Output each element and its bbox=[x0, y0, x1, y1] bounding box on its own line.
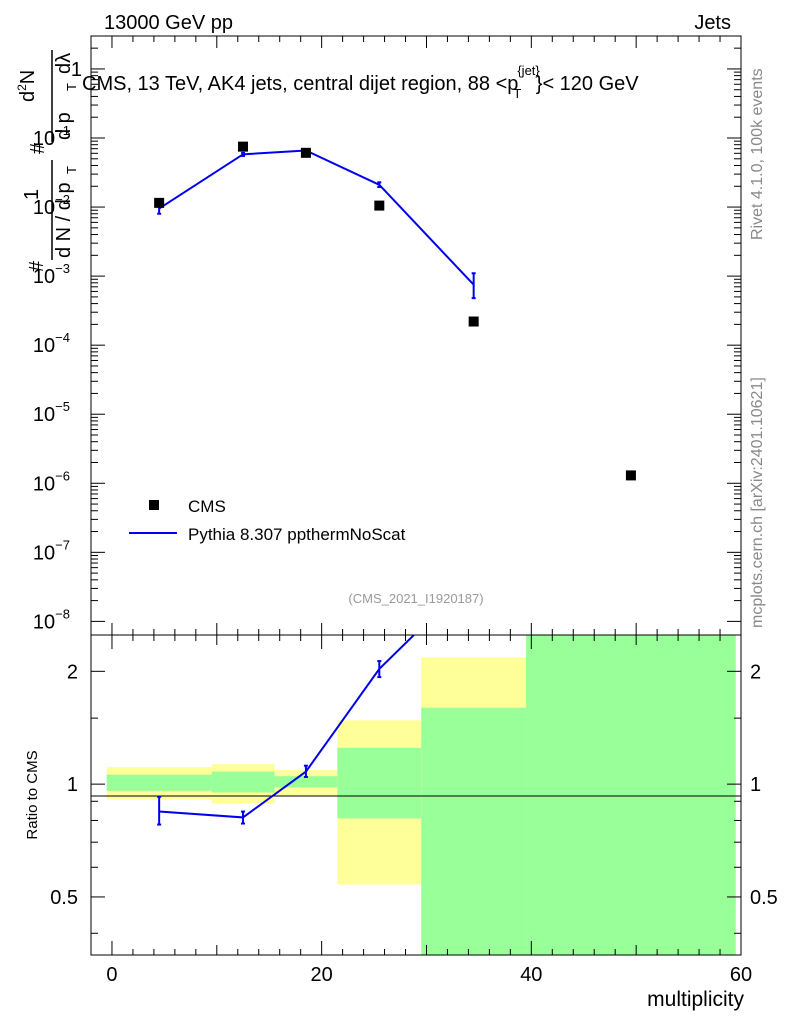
ratio-band-green bbox=[274, 776, 338, 788]
ylabel-dn: d N / d p bbox=[53, 182, 75, 258]
ratio-y-tick-label: 2 bbox=[67, 661, 78, 683]
main-y-ticks: 10−810−710−610−510−410−310−210−11 bbox=[33, 35, 742, 635]
ratio-y-tick-label-right: 2 bbox=[750, 661, 761, 683]
ratio-x-tick-label: 20 bbox=[311, 964, 333, 986]
main-y-tick-mantissa: 10 bbox=[33, 473, 55, 495]
main-y-tick-label: 10−3 bbox=[33, 261, 70, 288]
ratio-band-green bbox=[106, 774, 212, 791]
main-y-tick-exponent: −4 bbox=[55, 330, 70, 345]
ratio-ticks: 0 20 40 60 0.5 0.5 1 1 2 2 bbox=[50, 635, 778, 986]
ylabel-sup-two: 2 bbox=[15, 84, 29, 91]
main-y-tick-mantissa: 10 bbox=[33, 542, 55, 564]
main-y-tick-exponent: −1 bbox=[55, 123, 70, 138]
ratio-frame bbox=[90, 634, 742, 956]
title-sup: {jet} bbox=[517, 63, 540, 78]
ratio-y-tick-label-right: 1 bbox=[750, 774, 761, 796]
ylabel-t1: T bbox=[64, 166, 79, 174]
main-y-tick-exponent: −3 bbox=[55, 261, 70, 276]
cms-data-point bbox=[468, 316, 479, 327]
main-y-tick-mantissa: 10 bbox=[33, 197, 55, 219]
main-y-tick-mantissa: 10 bbox=[33, 266, 55, 288]
ratio-band-green bbox=[421, 707, 527, 955]
legend-pythia-label: Pythia 8.307 ppthermNoScat bbox=[188, 525, 406, 544]
main-y-tick-exponent: −7 bbox=[55, 537, 70, 552]
ratio-y-tick-label-right: 0.5 bbox=[750, 887, 778, 909]
ratio-bands bbox=[106, 635, 736, 955]
main-y-tick-label: 10−7 bbox=[33, 537, 70, 564]
ratio-y-tick-label: 1 bbox=[67, 774, 78, 796]
main-series bbox=[154, 141, 636, 481]
analysis-watermark: (CMS_2021_I1920187) bbox=[348, 591, 483, 606]
title-sub: T bbox=[513, 86, 521, 101]
main-y-tick-exponent: −8 bbox=[55, 606, 70, 621]
main-y-tick-label: 10−2 bbox=[33, 192, 70, 219]
x-axis-label: multiplicity bbox=[647, 988, 744, 1011]
ylabel-n: N bbox=[17, 70, 39, 84]
ratio-band-green bbox=[526, 635, 736, 955]
main-y-tick-label: 1 bbox=[71, 59, 82, 81]
ylabel-one: 1 bbox=[21, 189, 43, 200]
ratio-x-tick-label: 40 bbox=[520, 964, 542, 986]
main-y-tick-mantissa: 10 bbox=[33, 611, 55, 633]
legend-cms-marker bbox=[149, 500, 159, 510]
main-y-tick-mantissa: 10 bbox=[33, 335, 55, 357]
cms-data-point bbox=[300, 147, 311, 158]
ratio-x-tick-label: 0 bbox=[106, 964, 117, 986]
ylabel-dl: dλ bbox=[53, 53, 75, 74]
ratio-band-green bbox=[211, 771, 275, 793]
main-title: CMS, 13 TeV, AK4 jets, central dijet reg… bbox=[82, 63, 639, 101]
main-y-tick-label: 10−1 bbox=[33, 123, 70, 150]
main-y-tick-label: 10−4 bbox=[33, 330, 70, 357]
rivet-label: Rivet 4.1.0, 100k events bbox=[749, 68, 766, 240]
mcplots-label: mcplots.cern.ch [arXiv:2401.10621] bbox=[749, 377, 766, 628]
cms-data-point bbox=[238, 141, 249, 152]
legend-cms-label: CMS bbox=[188, 497, 226, 516]
main-y-tick-exponent: −2 bbox=[55, 192, 70, 207]
cms-data-point bbox=[625, 470, 636, 481]
ratio-y-tick-label: 0.5 bbox=[50, 887, 78, 909]
ylabel-hash-left: # bbox=[26, 260, 48, 272]
ylabel-den: d p bbox=[53, 112, 75, 140]
header-right: Jets bbox=[694, 12, 731, 34]
cms-data-point bbox=[374, 200, 385, 211]
main-y-tick-label: 10−6 bbox=[33, 468, 70, 495]
title-pre: CMS, 13 TeV, AK4 jets, central dijet reg… bbox=[82, 73, 518, 95]
title-post: }< 120 GeV bbox=[536, 73, 640, 95]
main-y-tick-exponent: −5 bbox=[55, 399, 70, 414]
main-y-tick-label: 10−5 bbox=[33, 399, 70, 426]
main-y-tick-mantissa: 10 bbox=[33, 404, 55, 426]
ratio-series bbox=[157, 634, 415, 826]
main-y-tick-exponent: −6 bbox=[55, 468, 70, 483]
ratio-ylabel: Ratio to CMS bbox=[24, 750, 41, 839]
ylabel-hash-mid: # bbox=[27, 142, 49, 154]
main-y-tick-mantissa: 10 bbox=[33, 128, 55, 150]
ratio-x-tick-label: 60 bbox=[730, 964, 752, 986]
ylabel-t2: T bbox=[64, 83, 79, 91]
header-left: 13000 GeV pp bbox=[104, 12, 233, 34]
cms-data-point bbox=[154, 197, 165, 208]
ratio-band-green bbox=[337, 747, 422, 819]
main-y-tick-label: 10−8 bbox=[33, 606, 70, 633]
